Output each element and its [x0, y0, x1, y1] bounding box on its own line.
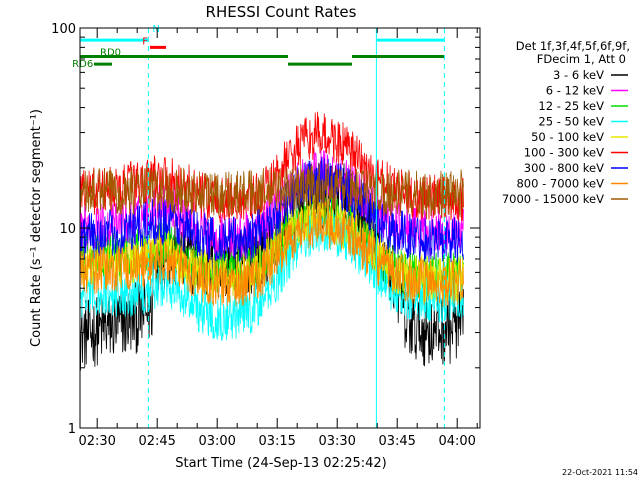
x-tick-label-0315: 03:15 [258, 434, 295, 449]
x-tick-label-0300: 03:00 [198, 434, 235, 449]
legend-label-3: 12 - 25 keV [538, 99, 604, 113]
series-line-7 [79, 156, 464, 263]
legend-label-1: 3 - 6 keV [553, 68, 604, 82]
timestamp: 22-Oct-2021 11:54 [562, 468, 638, 477]
legend-label-9: 7000 - 15000 keV [502, 192, 604, 206]
y-tick-label-100: 100 [51, 22, 76, 37]
legend-label-7: 300 - 800 keV [524, 161, 604, 175]
flag-label-rd0: RD0 [100, 48, 121, 59]
flag-bar-layer: NF RD0 RD6 [72, 24, 445, 70]
x-tick-label-0400: 04:00 [438, 434, 475, 449]
flag-label-f: F [142, 36, 148, 47]
legend-label-4: 25 - 50 keV [538, 115, 604, 129]
legend-label-8: 800 - 7000 keV [516, 177, 604, 191]
legend: Det 1f,3f,4f,5f,6f,9f, FDecim 1, Att 0 3… [502, 39, 630, 206]
legend-label-6: 100 - 300 keV [524, 146, 604, 160]
x-tick-label-0345: 03:45 [378, 434, 415, 449]
series-line-9 [79, 162, 464, 218]
x-axis-label: Start Time (24-Sep-13 02:25:42) [175, 456, 386, 471]
legend-label-2: 6 - 12 keV [546, 84, 604, 98]
chart-title: RHESSI Count Rates [206, 3, 357, 21]
flag-label-n: N [152, 24, 159, 35]
x-tick-label-0330: 03:30 [318, 434, 355, 449]
x-tick-label-0245: 02:45 [138, 434, 175, 449]
series-line-8 [79, 199, 464, 308]
flag-label-rd6: RD6 [72, 59, 93, 70]
x-tick-label-0230: 02:30 [78, 434, 115, 449]
legend-header-line-1: Det 1f,3f,4f,5f,6f,9f, [516, 39, 630, 53]
legend-header-line-2: FDecim 1, Att 0 [537, 52, 626, 66]
series-layer [79, 111, 464, 371]
y-axis-label: Count Rate (s⁻¹ detector segment⁻¹) [29, 109, 44, 347]
legend-label-5: 50 - 100 keV [531, 130, 604, 144]
y-tick-label-10: 10 [59, 222, 76, 237]
y-tick-label-1: 1 [68, 422, 76, 437]
axis-ticks: 1 10 100 02:30 02:45 03:00 03:15 03:30 03:45 04:0… [51, 22, 480, 449]
